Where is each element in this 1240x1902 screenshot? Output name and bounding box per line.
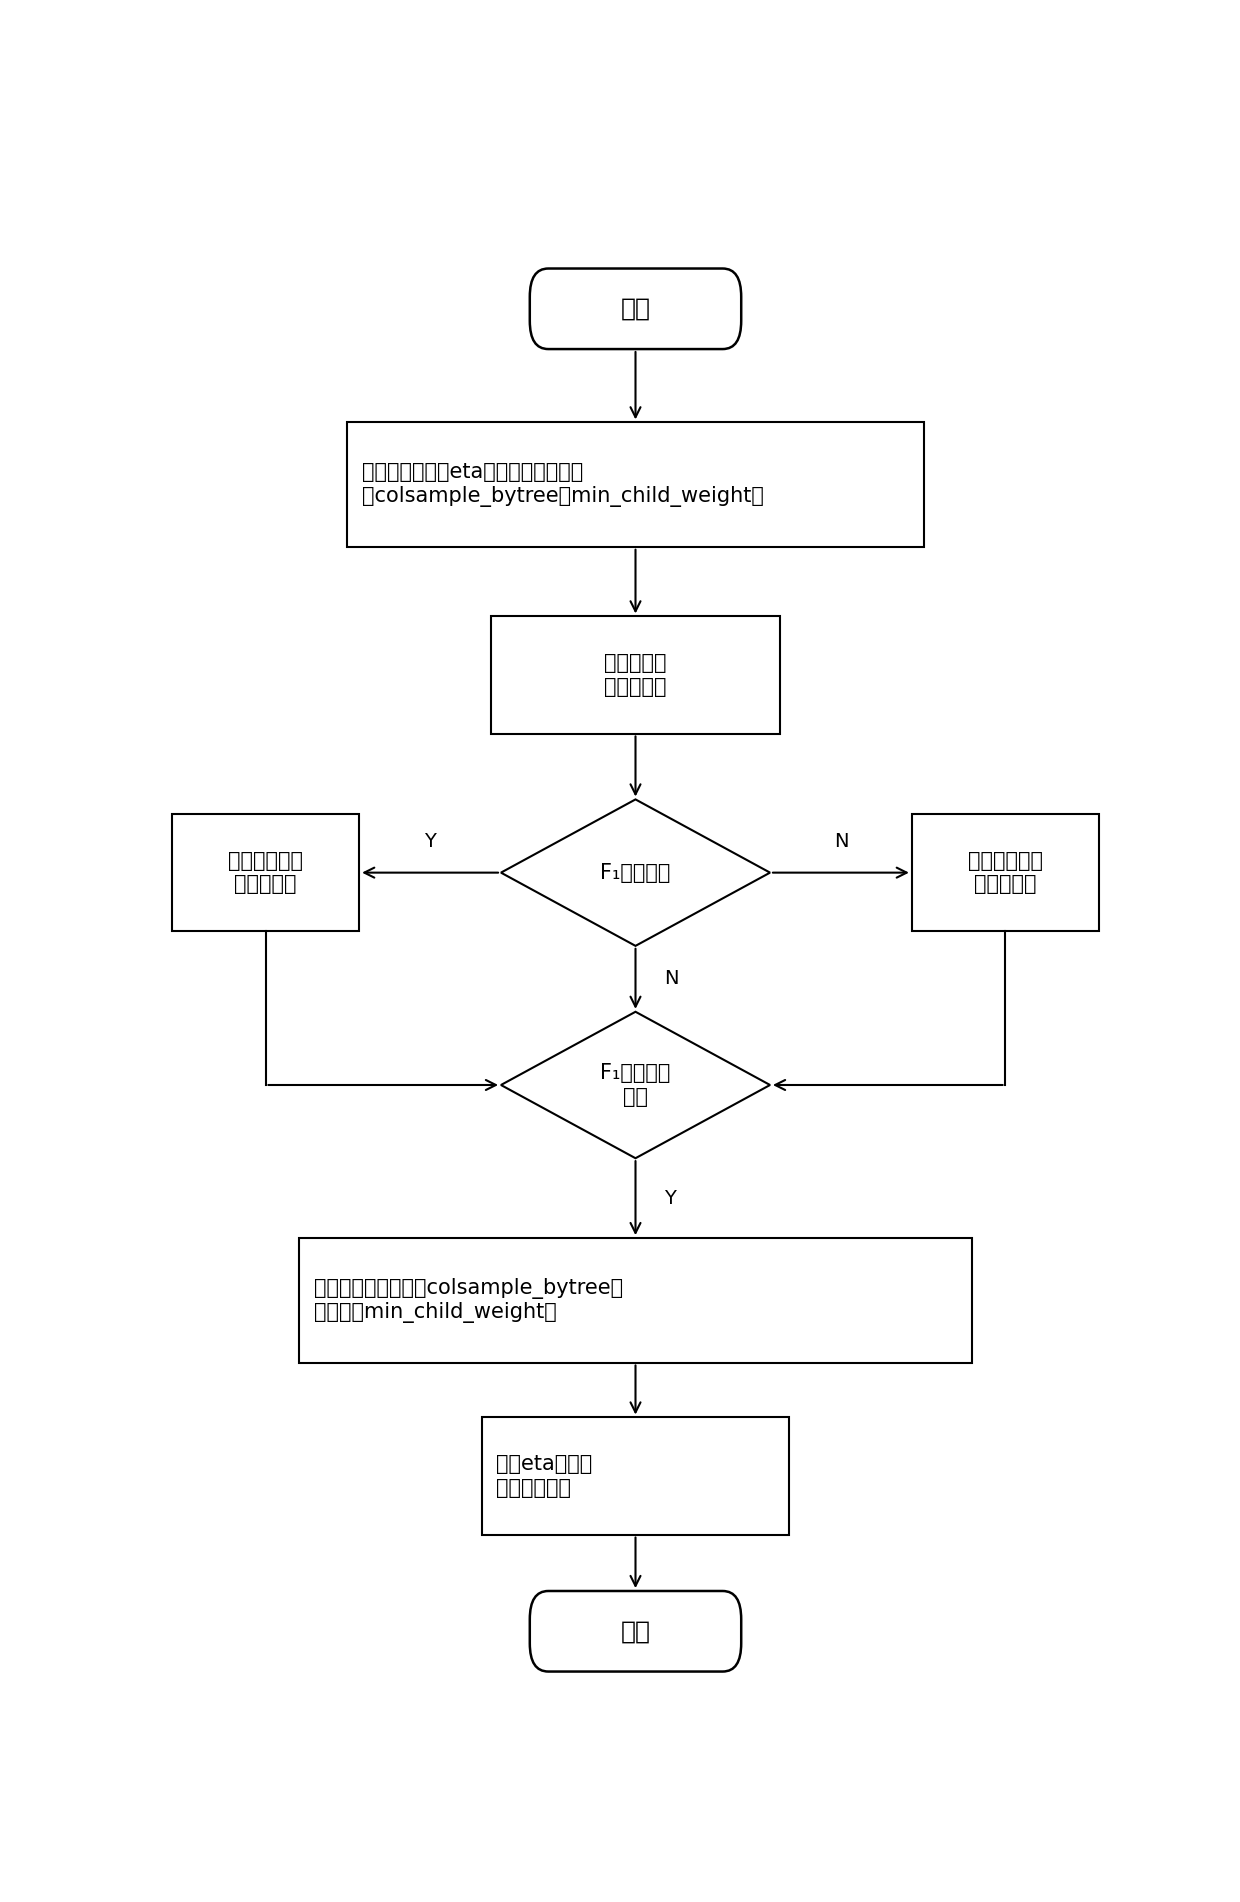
Bar	[347, 422, 924, 546]
Text: 沿相同方向调
整深度参数: 沿相同方向调 整深度参数	[228, 850, 303, 894]
Bar	[911, 814, 1099, 932]
Text: N: N	[665, 970, 678, 989]
FancyBboxPatch shape	[529, 268, 742, 350]
Bar	[299, 1238, 972, 1362]
Bar	[491, 616, 780, 734]
Bar	[481, 1417, 789, 1535]
Text: Y: Y	[665, 1189, 676, 1208]
Text: Y: Y	[424, 831, 436, 850]
Text: 按同样方式依次调优colsample_bytree、
子样本、min_child_weight、: 按同样方式依次调优colsample_bytree、 子样本、min_child…	[314, 1278, 622, 1324]
Text: 结束: 结束	[620, 1619, 651, 1643]
Text: 增大或者减
小深度参数: 增大或者减 小深度参数	[604, 652, 667, 696]
Bar	[172, 814, 360, 932]
Polygon shape	[501, 1012, 770, 1158]
Text: F₁得分变大: F₁得分变大	[600, 864, 671, 883]
Text: 调整eta，获得
最佳迭代轮次: 调整eta，获得 最佳迭代轮次	[496, 1455, 593, 1497]
Text: F₁得分不再
变大: F₁得分不再 变大	[600, 1063, 671, 1107]
Text: 沿相反方向调
整深度参数: 沿相反方向调 整深度参数	[968, 850, 1043, 894]
Text: 开始: 开始	[620, 297, 651, 321]
Text: N: N	[833, 831, 848, 850]
Text: 初始化模型参数eta、树深度、子样本
、colsample_bytree、min_child_weight、: 初始化模型参数eta、树深度、子样本 、colsample_bytree、min…	[362, 462, 764, 506]
FancyBboxPatch shape	[529, 1590, 742, 1672]
Polygon shape	[501, 799, 770, 945]
